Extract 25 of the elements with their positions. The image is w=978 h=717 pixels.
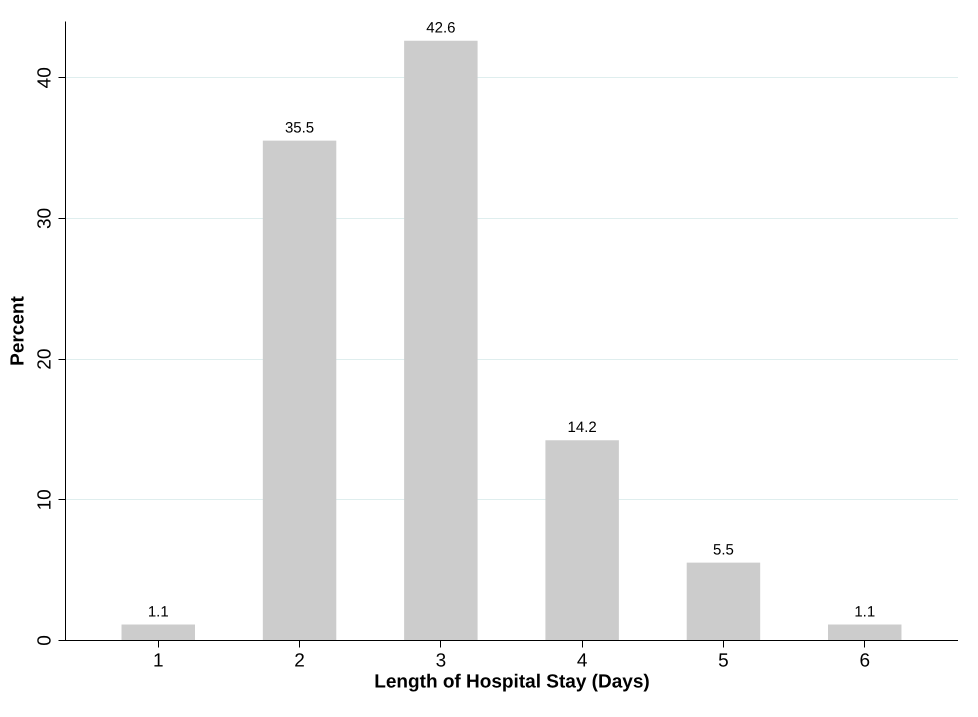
data-label: 1.1 xyxy=(854,604,876,621)
data-label: 35.5 xyxy=(284,120,314,137)
y-tick-label: 10 xyxy=(34,489,56,510)
bar xyxy=(545,440,619,640)
x-tick-label: 5 xyxy=(718,650,729,672)
data-label: 1.1 xyxy=(148,604,169,621)
bar xyxy=(262,140,336,640)
x-tick-label: 4 xyxy=(576,650,588,672)
data-label: 5.5 xyxy=(713,542,734,559)
x-tick-label: 1 xyxy=(152,650,164,672)
y-tick-label: 0 xyxy=(34,635,56,646)
x-tick-label: 6 xyxy=(859,650,870,672)
x-tick-label: 3 xyxy=(436,650,446,672)
x-tick-label: 2 xyxy=(294,650,305,672)
data-label: 14.2 xyxy=(568,419,597,436)
data-label: 42.6 xyxy=(426,20,456,37)
bar xyxy=(828,624,902,640)
bar xyxy=(686,562,760,640)
x-axis-title: Length of Hospital Stay (Days) xyxy=(374,672,650,692)
bar xyxy=(122,624,195,640)
y-axis-title: Percent xyxy=(8,295,28,366)
y-tick-label: 30 xyxy=(34,208,56,230)
y-tick-label: 20 xyxy=(34,348,56,370)
bar xyxy=(404,40,478,640)
y-tick-label: 40 xyxy=(34,67,56,88)
